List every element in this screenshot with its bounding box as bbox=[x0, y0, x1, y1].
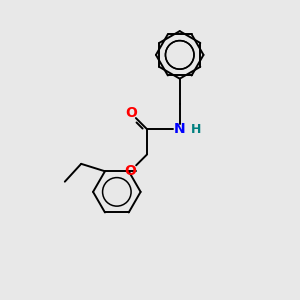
Text: H: H bbox=[191, 123, 201, 136]
Text: O: O bbox=[124, 164, 136, 178]
Text: O: O bbox=[125, 106, 137, 120]
Text: N: N bbox=[174, 122, 185, 136]
